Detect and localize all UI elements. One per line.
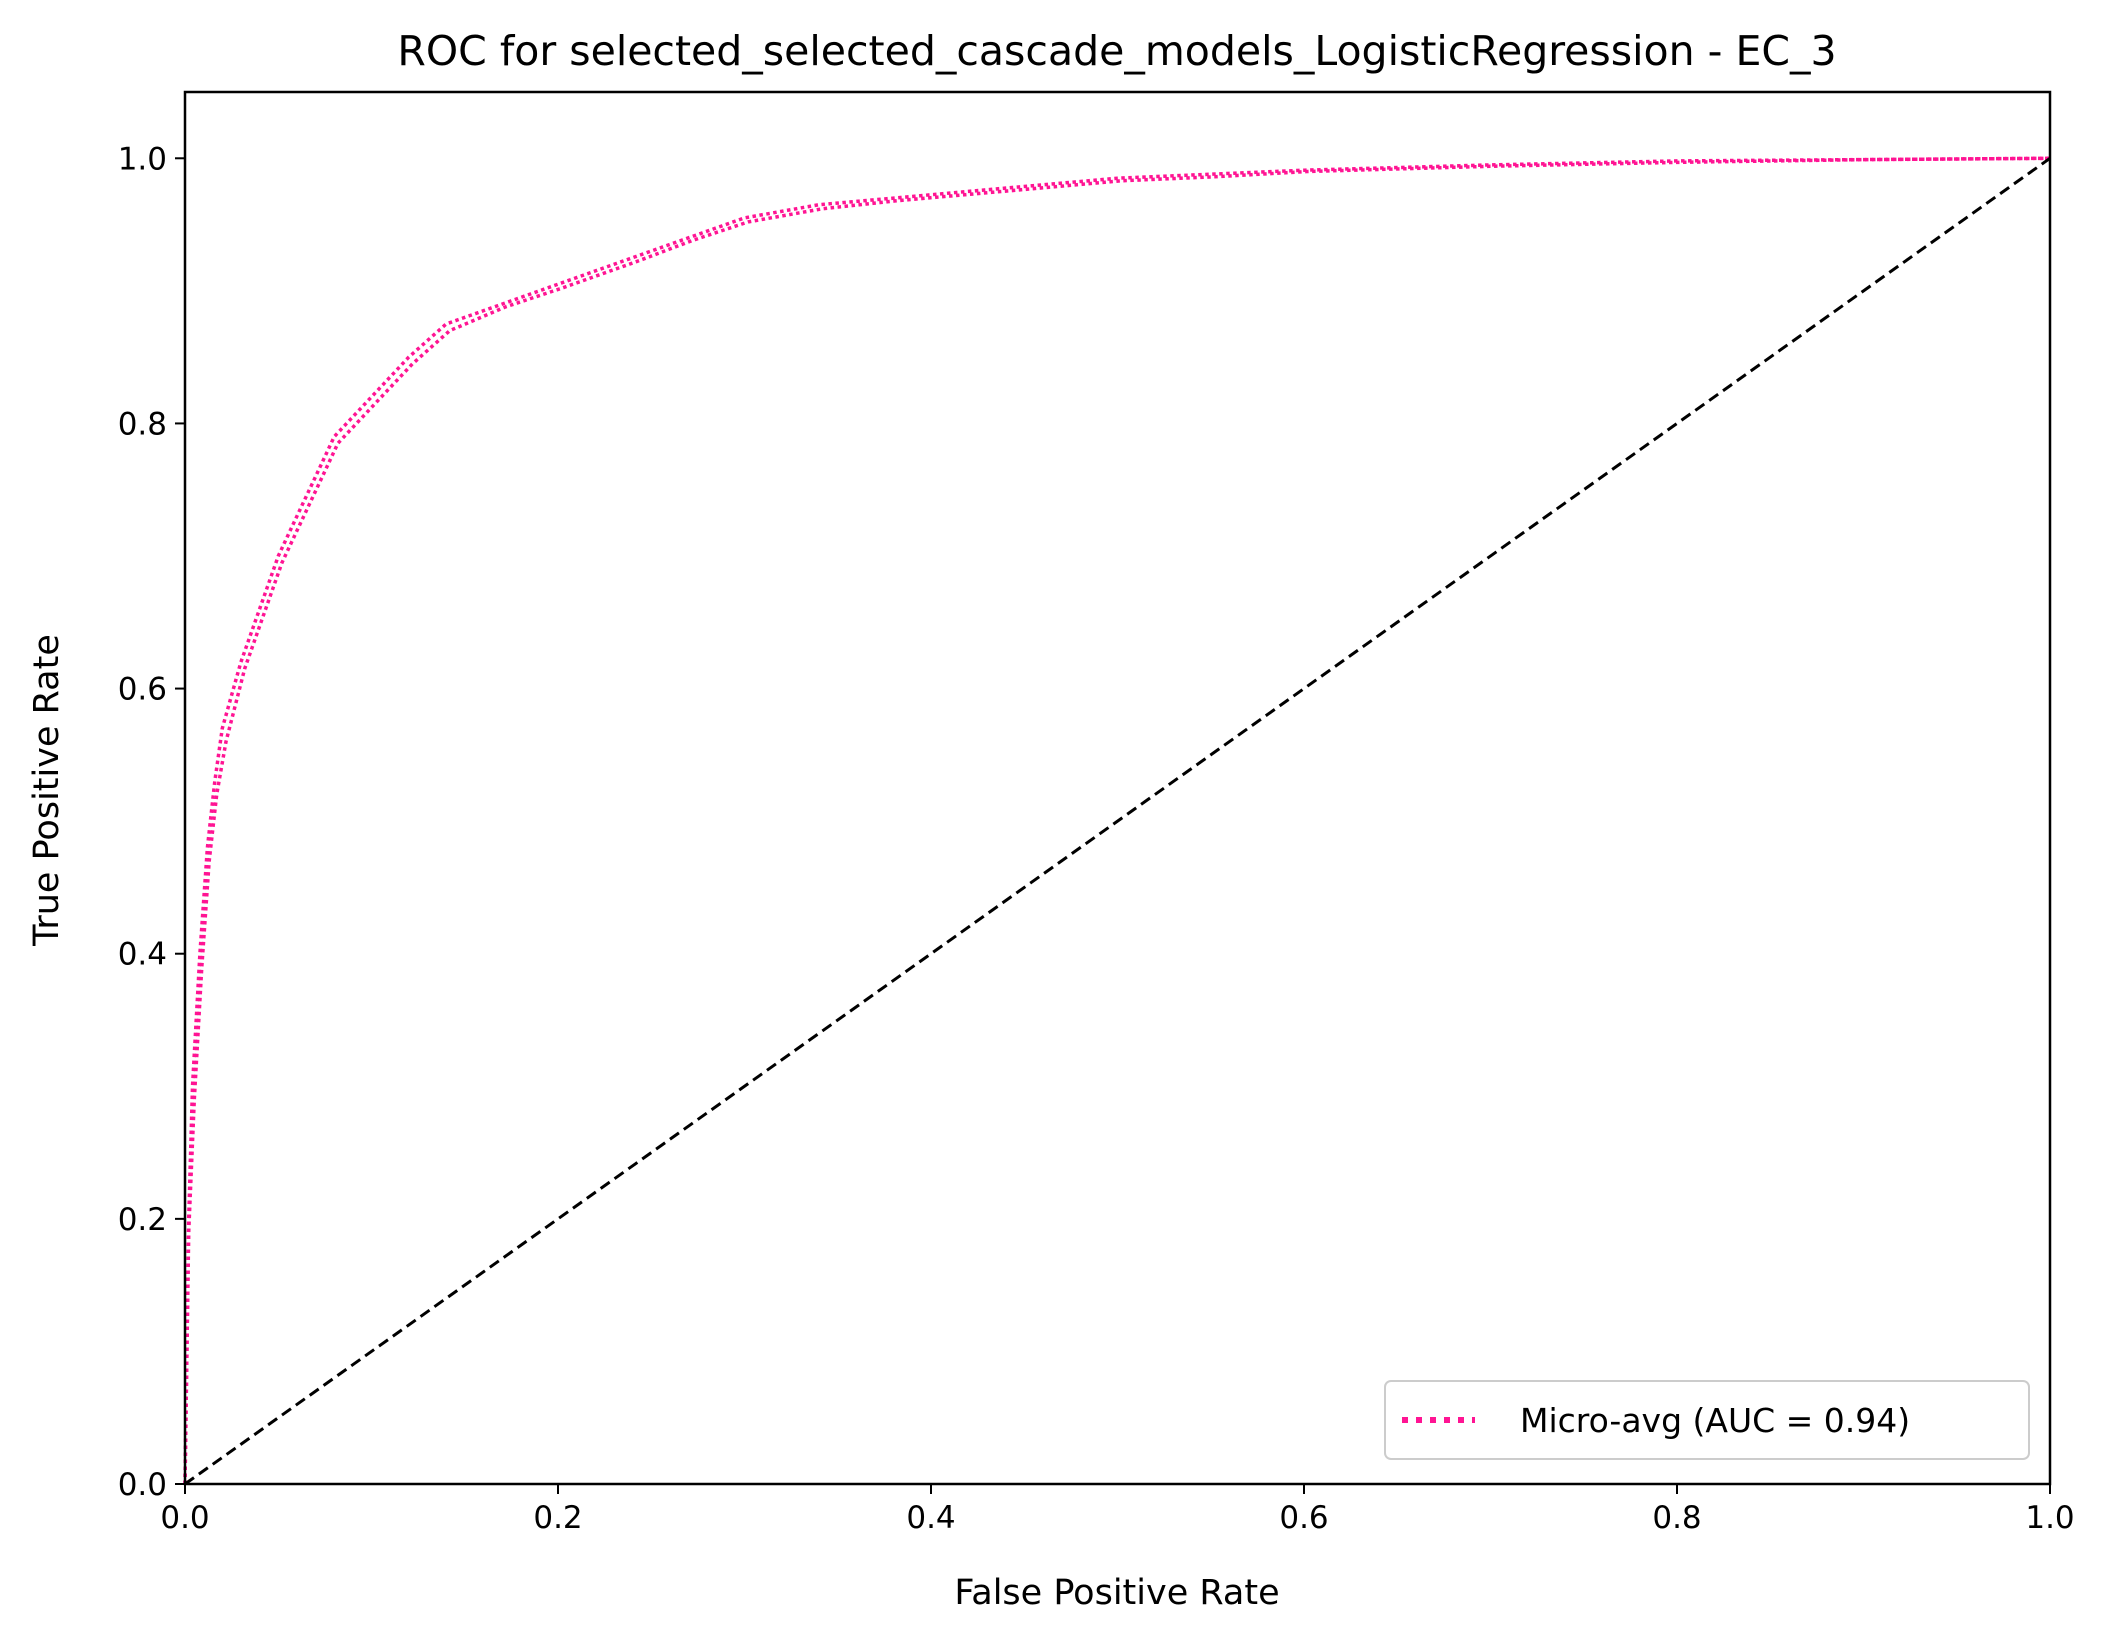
y-tick-label: 0.0 <box>118 1467 167 1503</box>
chance-diagonal-line <box>184 157 2051 1486</box>
roc-curve-1 <box>183 156 2051 1485</box>
legend: Micro-avg (AUC = 0.94) <box>1384 1380 2030 1460</box>
y-tick-label: 1.0 <box>118 141 167 177</box>
legend-label-micro-avg: Micro-avg (AUC = 0.94) <box>1520 1401 1910 1440</box>
plot-frame <box>183 90 2052 1486</box>
x-tick-label: 0.0 <box>160 1500 209 1536</box>
y-tick-label: 0.6 <box>118 672 167 708</box>
x-tick-label: 0.2 <box>533 1500 582 1536</box>
y-tick-label: 0.8 <box>118 406 167 442</box>
x-tick-label: 0.6 <box>1279 1500 1328 1536</box>
y-axis-label: True Positive Rate <box>27 634 67 947</box>
x-tick-label: 0.4 <box>906 1500 955 1536</box>
x-tick-label: 0.8 <box>1652 1500 1701 1536</box>
chart-title: ROC for selected_selected_cascade_models… <box>397 27 1836 75</box>
legend-box <box>1384 1380 2030 1460</box>
y-tick-label: 0.2 <box>118 1202 167 1238</box>
y-tick-label: 0.4 <box>118 937 167 973</box>
x-axis-label: False Positive Rate <box>954 1573 1279 1613</box>
axis-ticks: 0.0 0.2 0.4 0.6 0.8 1.0 0.0 0.2 0.4 0.6 0.8 1.0 <box>118 141 2075 1536</box>
plot-area <box>183 90 2052 1486</box>
x-tick-label: 1.0 <box>2025 1500 2074 1536</box>
